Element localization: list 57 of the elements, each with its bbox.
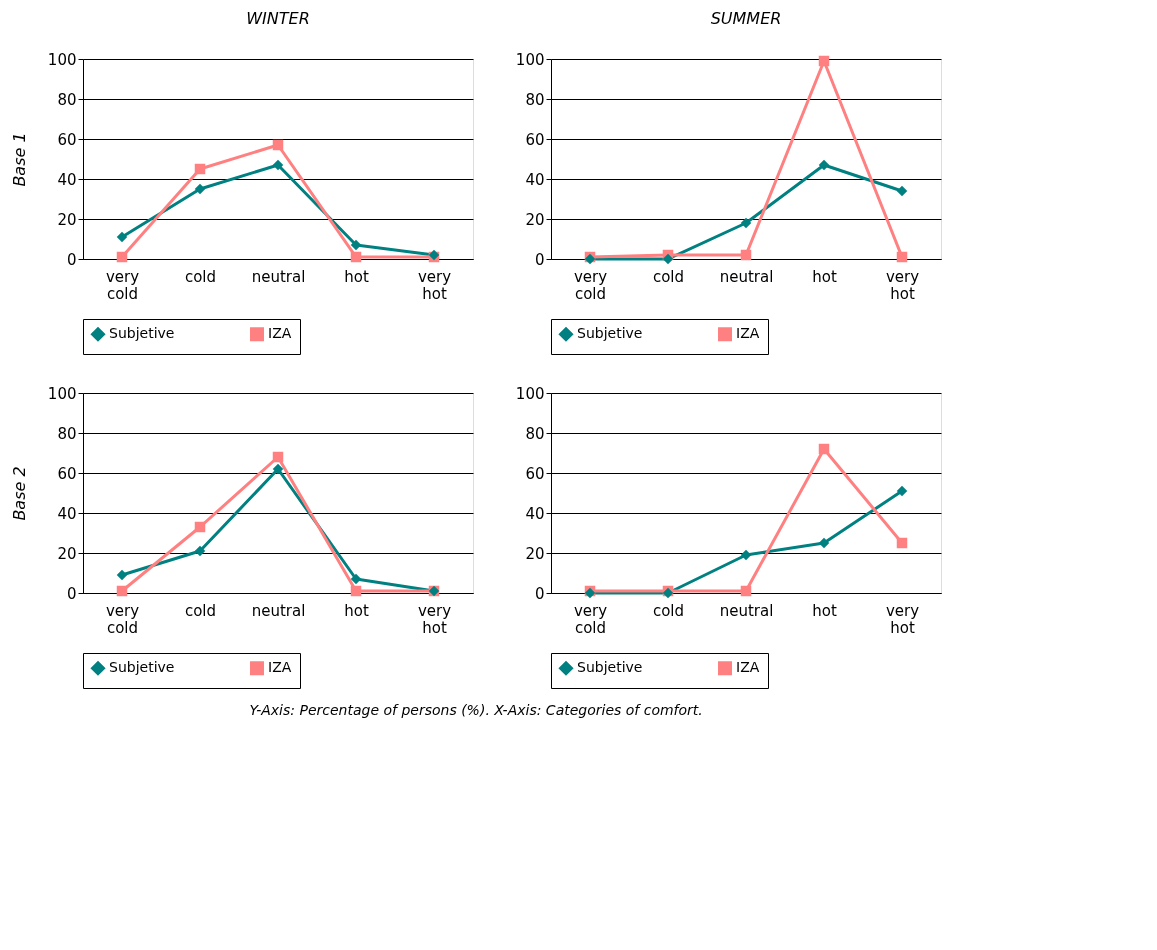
y-tick-label: 40	[57, 170, 77, 189]
x-tick-label: neutral	[251, 601, 306, 620]
y-tick-label: 40	[525, 170, 545, 189]
x-tick-label: very hot	[885, 601, 920, 637]
y-tick-label: 40	[525, 504, 545, 523]
x-tick-label: hot	[344, 267, 369, 286]
x-tick-label: hot	[812, 601, 837, 620]
y-tick-label: 0	[66, 584, 77, 603]
legend-label: Subjetive	[109, 659, 175, 676]
y-axis-title: Base 1	[9, 132, 29, 187]
x-tick-label: very hot	[417, 267, 452, 303]
x-tick-label: neutral	[719, 267, 774, 286]
x-tick-label: cold	[652, 601, 685, 620]
y-tick-label: 0	[534, 250, 545, 269]
y-tick-label: 0	[66, 250, 77, 269]
legend-label: Subjetive	[577, 325, 643, 342]
y-tick-label: 40	[57, 504, 77, 523]
legend-label: IZA	[268, 659, 292, 676]
y-tick-label: 60	[525, 130, 545, 149]
legend-label: IZA	[736, 325, 760, 342]
legend-label: IZA	[268, 325, 292, 342]
y-tick-label: 100	[515, 384, 545, 403]
y-tick-label: 100	[47, 384, 77, 403]
x-tick-label: cold	[184, 267, 217, 286]
x-tick-label: cold	[184, 601, 217, 620]
x-tick-label: neutral	[251, 267, 306, 286]
y-tick-label: 60	[57, 130, 77, 149]
y-tick-label: 100	[515, 50, 545, 69]
y-tick-label: 80	[525, 90, 545, 109]
x-tick-label: hot	[344, 601, 369, 620]
x-tick-label: very cold	[573, 267, 608, 303]
x-tick-label: neutral	[719, 601, 774, 620]
y-tick-label: 20	[525, 544, 545, 563]
x-tick-label: very hot	[885, 267, 920, 303]
y-tick-label: 100	[47, 50, 77, 69]
legend-label: IZA	[736, 659, 760, 676]
y-tick-label: 20	[57, 544, 77, 563]
legend-label: Subjetive	[109, 325, 175, 342]
y-tick-label: 80	[57, 424, 77, 443]
y-tick-label: 80	[525, 424, 545, 443]
x-tick-label: cold	[652, 267, 685, 286]
x-tick-label: hot	[812, 267, 837, 286]
text: Y-Axis: Percentage of persons (%). X-Axis: Categories of comfort.	[249, 702, 703, 718]
x-tick-label: very cold	[105, 601, 140, 637]
y-tick-label: 80	[57, 90, 77, 109]
x-tick-label: very cold	[105, 267, 140, 303]
chart-title: SUMMER	[710, 9, 782, 28]
y-tick-label: 60	[57, 464, 77, 483]
chart-title: WINTER	[246, 9, 310, 28]
y-tick-label: 0	[534, 584, 545, 603]
legend-label: Subjetive	[577, 659, 643, 676]
y-axis-title: Base 2	[9, 466, 29, 521]
y-tick-label: 20	[57, 210, 77, 229]
x-tick-label: very hot	[417, 601, 452, 637]
y-tick-label: 60	[525, 464, 545, 483]
x-tick-label: very cold	[573, 601, 608, 637]
y-tick-label: 20	[525, 210, 545, 229]
